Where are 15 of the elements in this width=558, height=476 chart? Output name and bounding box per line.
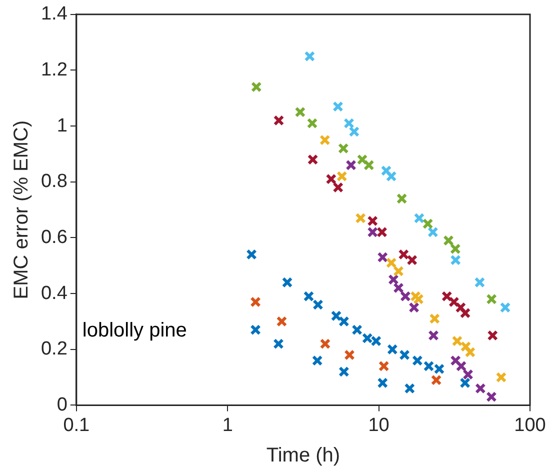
y-tick-label: 0.8 xyxy=(40,171,68,192)
x-tick-label: 1 xyxy=(222,414,233,436)
y-tick-label: 1 xyxy=(56,115,68,136)
x-tick-label: 10 xyxy=(368,414,390,436)
x-tick-label: 0.1 xyxy=(63,414,90,436)
x-axis-title: Time (h) xyxy=(266,444,340,467)
x-tick-label: 100 xyxy=(514,414,546,436)
annotation: loblolly pine xyxy=(82,319,187,342)
y-axis-title: EMC error (% EMC) xyxy=(10,120,33,300)
y-tick-label: 1.4 xyxy=(40,4,68,25)
y-tick-label: 0 xyxy=(56,394,68,416)
y-tick-label: 0.4 xyxy=(40,282,68,304)
y-tick-label: 0.6 xyxy=(40,226,68,248)
y-tick-label: 0.2 xyxy=(40,338,68,360)
y-tick-label: 1.2 xyxy=(40,59,68,80)
